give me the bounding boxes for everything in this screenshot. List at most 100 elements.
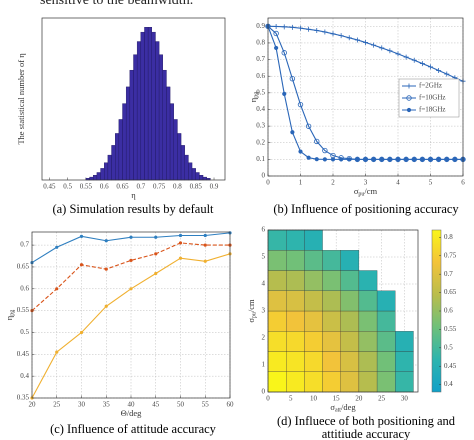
colorbar-label: 0.4 [444,380,453,388]
y-tick-label: 0.4 [256,105,265,113]
marker [273,30,279,37]
heat-cell [304,310,323,332]
marker [322,157,327,162]
y-tick-label: 2 [262,334,266,342]
y-tick-label: 0.7 [20,241,29,249]
label-part: pu [252,312,258,318]
x-tick-label: 20 [29,401,37,409]
marker [363,157,368,162]
bar [96,172,101,181]
heat-cell [395,331,414,352]
marker [298,149,303,154]
y-tick-label: 5 [262,253,266,261]
marker [444,157,449,162]
y-tick-label: 0 [262,388,266,396]
y-tick-label: 0.7 [256,55,265,63]
marker [428,157,433,162]
marker [314,27,320,33]
marker [436,68,442,74]
bar [177,133,182,181]
marker [371,42,377,48]
heat-cell [304,290,323,312]
marker [411,57,417,63]
marker [178,256,183,260]
y-tick-label: 1 [262,361,266,369]
heat-cell [267,351,287,372]
plot-frame [41,17,226,181]
label-part: pg [254,92,260,98]
marker [306,155,311,160]
marker [79,234,84,238]
marker [129,287,133,291]
bar [188,162,193,181]
heat-cell [395,371,414,393]
bar [89,176,94,181]
x-tick-label: 0.6 [100,183,109,191]
bar [147,27,152,181]
bar [136,41,142,181]
marker [289,76,296,82]
y-tick-label: 0.2 [256,138,265,146]
marker [282,91,287,96]
x-tick-label: 60 [227,401,235,409]
marker [79,263,84,267]
colorbar-label: 0.5 [444,343,453,351]
heat-cell [286,351,305,372]
axis-label: η [131,190,135,200]
marker [330,31,336,37]
marker [289,24,295,30]
colorbar-label: 0.65 [444,288,457,296]
heat-cell [286,229,305,251]
colorbar-label: 0.8 [444,233,453,241]
bar [114,133,120,181]
marker [355,157,360,162]
bar [140,31,145,181]
x-tick-label: 0.85 [190,183,203,191]
bar [133,54,138,181]
bar [184,154,189,181]
heat-cell [267,310,287,332]
heat-cell [286,250,305,271]
marker [104,267,108,271]
bar [100,168,105,181]
bar [125,86,131,181]
marker [55,350,59,354]
marker [203,259,207,263]
marker [436,157,441,162]
bar [202,176,207,181]
y-tick-label: 0.6 [20,284,29,292]
label-part: σ [330,402,335,412]
marker [154,235,158,239]
header-text: sensitive to the beamwidth. [40,0,193,8]
marker [273,23,279,29]
caption: (b) Influence of positioning accuracy [273,202,459,216]
marker [419,61,425,67]
caption: (c) Influence of attitude accuracy [50,422,217,436]
heat-cell [322,270,341,291]
marker [281,24,287,30]
heat-cell [340,331,360,352]
heat-cell [358,290,378,312]
heat-cell [267,331,287,352]
marker [104,304,108,308]
marker [403,54,409,60]
y-tick-label: 0.45 [17,350,30,358]
series-line [31,242,230,312]
colorbar-label: 0.75 [444,251,457,259]
marker [452,157,457,162]
marker [387,157,392,162]
heat-cell [358,331,378,352]
x-tick-label: 35 [103,401,111,409]
marker [406,107,412,113]
x-tick-label: 30 [78,401,86,409]
heat-cell [322,290,341,312]
y-tick-label: 0.6 [256,72,265,80]
caption: attitiude accuracy [322,427,411,440]
heat-cell [286,331,305,352]
x-tick-label: 20 [355,395,363,403]
marker [330,157,336,162]
heat-cell [376,310,396,332]
marker [203,243,207,247]
y-tick-label: 0.5 [20,328,29,336]
